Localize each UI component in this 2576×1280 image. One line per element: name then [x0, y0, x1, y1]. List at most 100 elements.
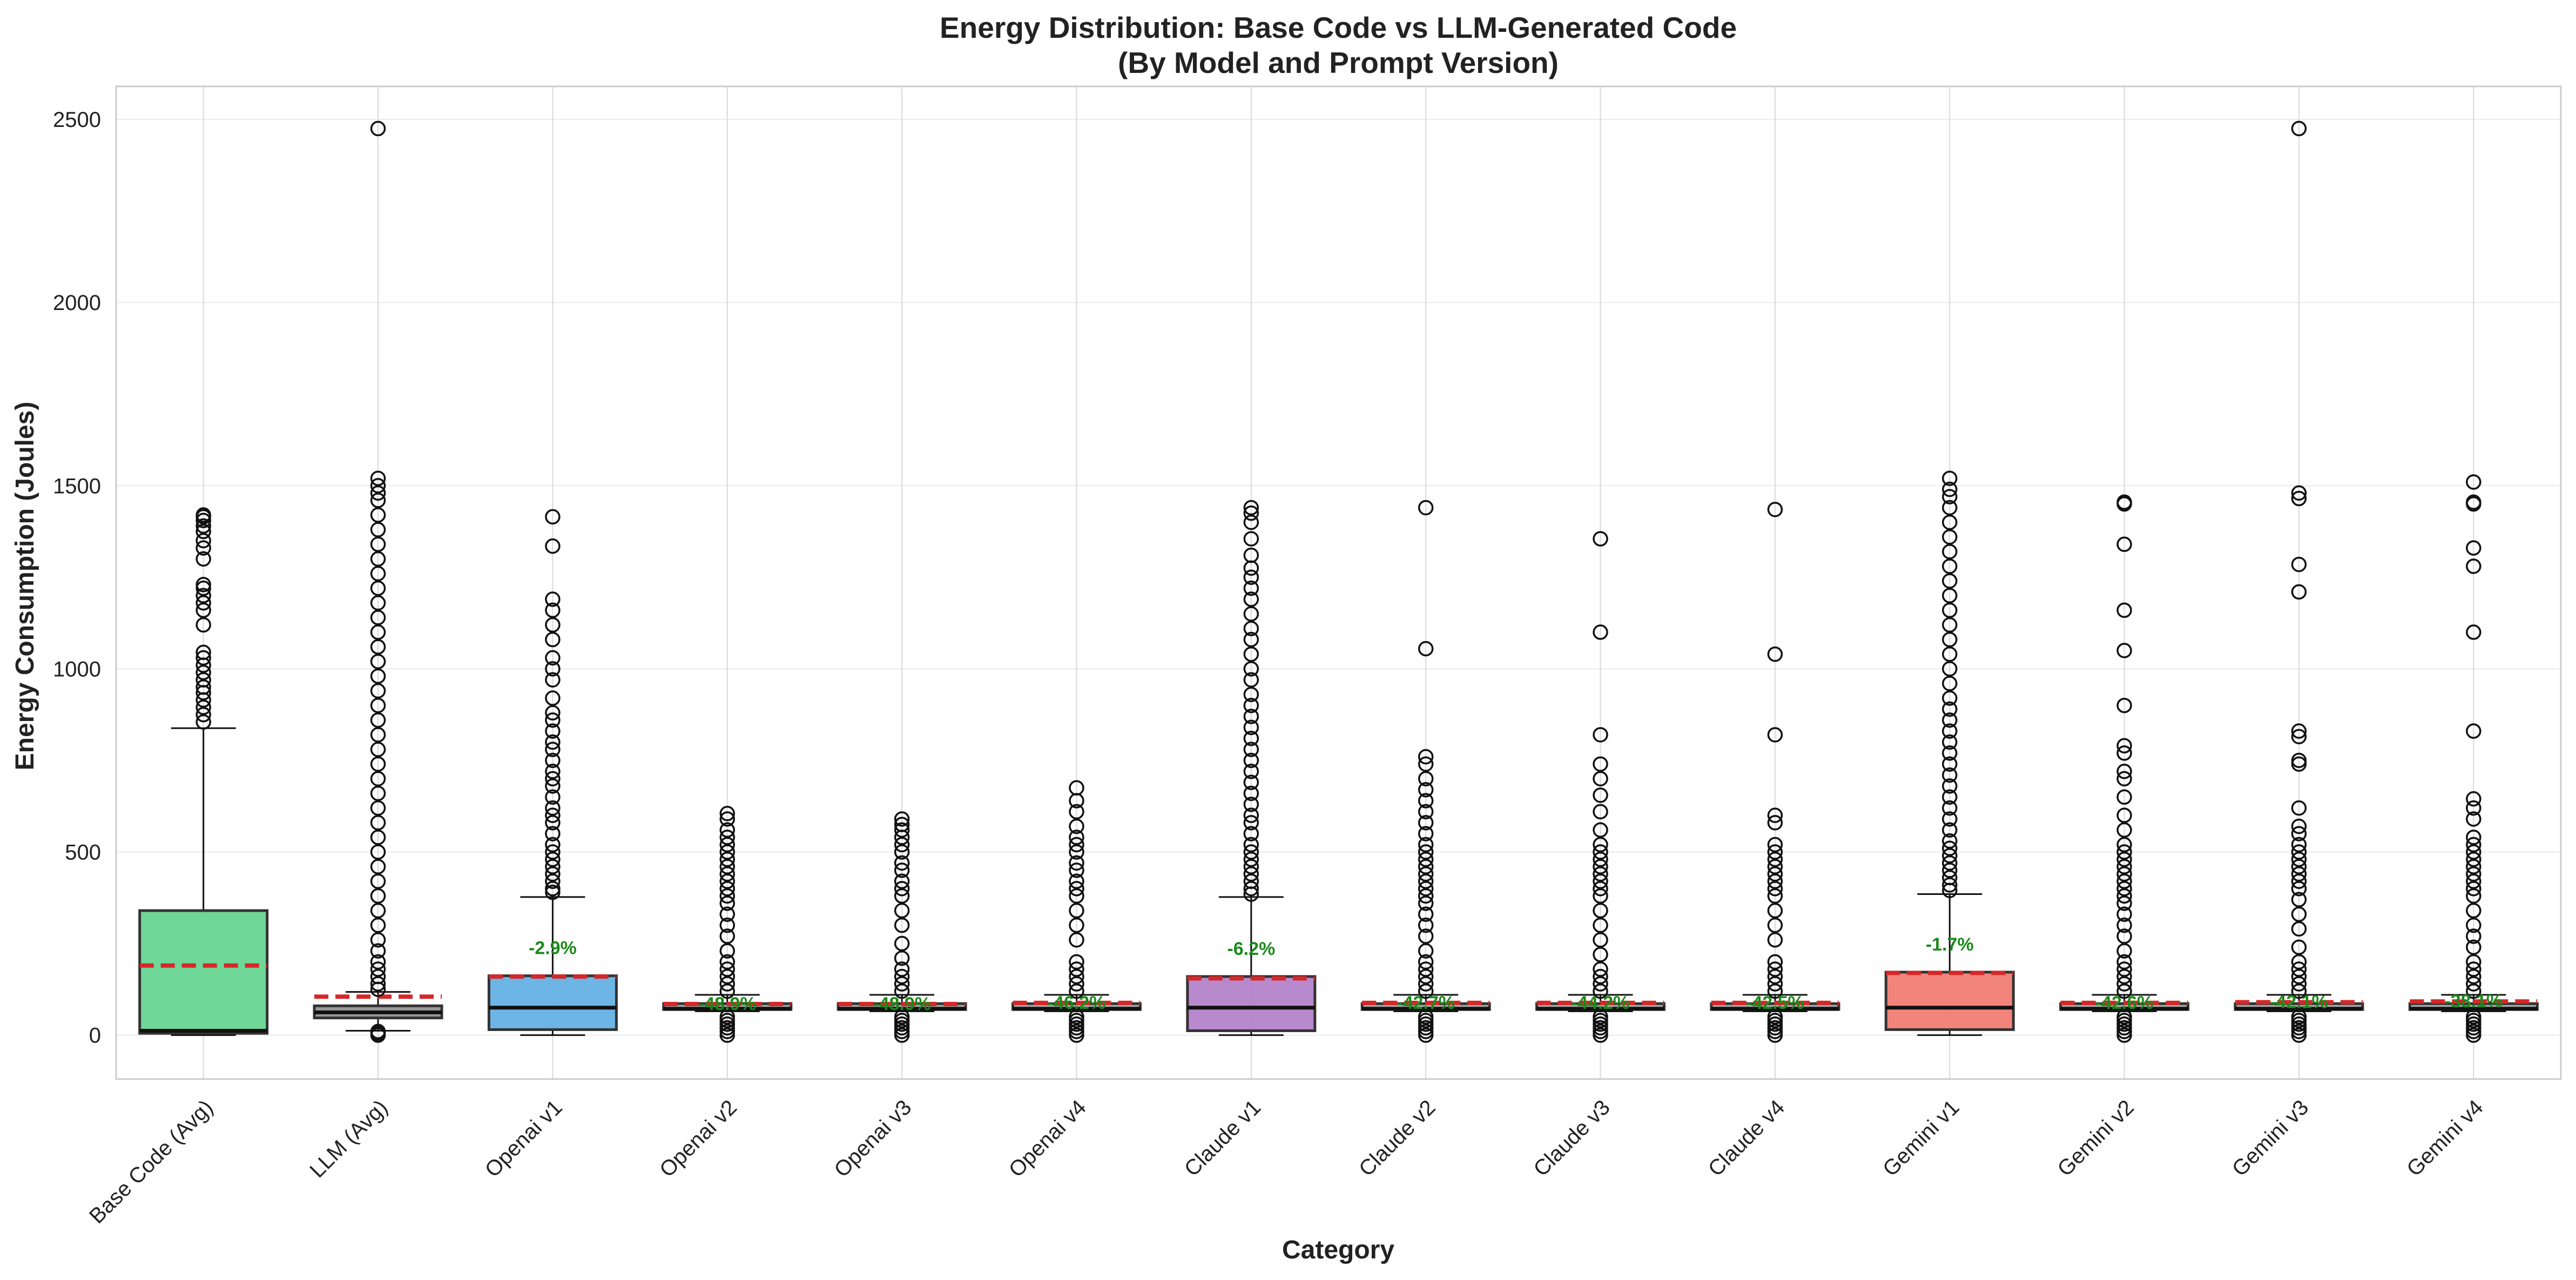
outlier-point [195, 650, 211, 666]
outlier-point [1418, 928, 1434, 944]
outlier-point [719, 895, 735, 911]
outlier-point [1593, 983, 1608, 999]
outlier-point [1767, 961, 1783, 977]
grid-lines [116, 86, 2561, 1079]
outlier-point [2466, 928, 2481, 944]
outlier-point [1418, 782, 1434, 798]
outlier-point [545, 764, 561, 779]
outlier-point [370, 610, 386, 625]
outlier-point [2466, 791, 2481, 807]
outlier-point [2291, 837, 2307, 853]
outlier-point [2291, 976, 2307, 992]
outlier-point [545, 873, 561, 890]
outlier-point [894, 881, 910, 897]
outlier-point [195, 602, 211, 618]
outlier-point [1767, 954, 1783, 970]
outlier-point [1767, 727, 1783, 743]
outlier-point [1243, 514, 1259, 530]
outlier-point [2116, 851, 2132, 867]
outlier-point [894, 817, 910, 832]
outlier-point [719, 806, 735, 821]
outlier-point [1243, 814, 1259, 831]
outlier-point [2116, 928, 2132, 944]
outlier-point [195, 644, 211, 661]
pct-change-label: -42.5% [1746, 993, 1804, 1013]
outlier-point [370, 1023, 386, 1040]
outlier-point [545, 538, 561, 554]
outlier-point [1942, 514, 1958, 530]
outlier-point [370, 830, 386, 845]
outlier-point [370, 902, 386, 919]
outlier-point [545, 742, 561, 757]
outlier-point [2291, 961, 2307, 977]
outlier-point [545, 881, 561, 897]
outlier-point [1942, 481, 1958, 497]
outlier-point [1942, 573, 1958, 589]
outlier-point [1767, 983, 1783, 999]
outlier-point [2466, 968, 2481, 985]
outlier-point [1069, 954, 1084, 970]
outlier-point [1593, 787, 1608, 803]
outlier-point [2291, 826, 2307, 841]
outlier-point [1593, 1009, 1608, 1025]
outlier-point [894, 888, 910, 904]
pct-change-label: -38.1% [2444, 991, 2503, 1012]
outlier-point [370, 507, 386, 523]
outlier-point [1243, 661, 1259, 677]
outlier-point [719, 837, 735, 853]
outlier-point [1243, 621, 1259, 637]
outlier-point [1243, 797, 1259, 812]
outlier-point [1069, 961, 1084, 977]
outlier-point [545, 826, 561, 841]
outlier-point [1418, 851, 1434, 867]
outlier-point [1593, 531, 1608, 547]
outlier-point [370, 961, 386, 977]
outlier-point [2116, 873, 2132, 890]
outlier-point [1418, 881, 1434, 897]
outlier-point [370, 917, 386, 933]
outlier-point [1069, 976, 1084, 992]
outlier-point [719, 1009, 735, 1025]
outlier-point [545, 661, 561, 677]
outlier-point [719, 851, 735, 867]
outlier-point [894, 961, 910, 977]
outlier-point [2291, 851, 2307, 867]
outlier-point [719, 844, 735, 860]
outlier-point [1243, 764, 1259, 779]
outlier-point [545, 591, 561, 607]
outlier-point [2291, 881, 2307, 897]
outlier-point [1942, 602, 1958, 618]
outlier-point [894, 873, 910, 890]
outlier-point [545, 778, 561, 794]
outlier-point [1243, 631, 1259, 648]
outlier-point [370, 595, 386, 611]
outlier-point [370, 859, 386, 874]
outlier-point [1069, 863, 1084, 878]
outlier-point [1243, 844, 1259, 860]
outlier-point [1243, 774, 1259, 790]
outlier-point [370, 742, 386, 757]
outlier-point [2116, 602, 2132, 618]
outlier-point [719, 888, 735, 904]
outlier-point [1593, 917, 1608, 933]
outlier-point [1243, 697, 1259, 713]
outlier-point [2291, 584, 2307, 600]
outlier-point [1942, 833, 1958, 849]
outlier-point [2116, 807, 2132, 823]
outlier-point [195, 588, 211, 603]
outlier-point [1942, 756, 1958, 772]
outlier-point [1069, 1009, 1084, 1025]
outlier-point [370, 756, 386, 772]
outlier-point [545, 631, 561, 648]
outlier-point [195, 507, 211, 523]
outlier-point [1942, 863, 1958, 878]
pct-change-label: -42.7% [1397, 993, 1455, 1013]
outlier-point [1069, 881, 1084, 897]
outlier-point [1593, 902, 1608, 919]
outlier-point [2291, 954, 2307, 970]
outlier-point [719, 859, 735, 874]
box-group: -6.2% [1186, 500, 1317, 1036]
y-tick-label: 1000 [53, 657, 101, 681]
